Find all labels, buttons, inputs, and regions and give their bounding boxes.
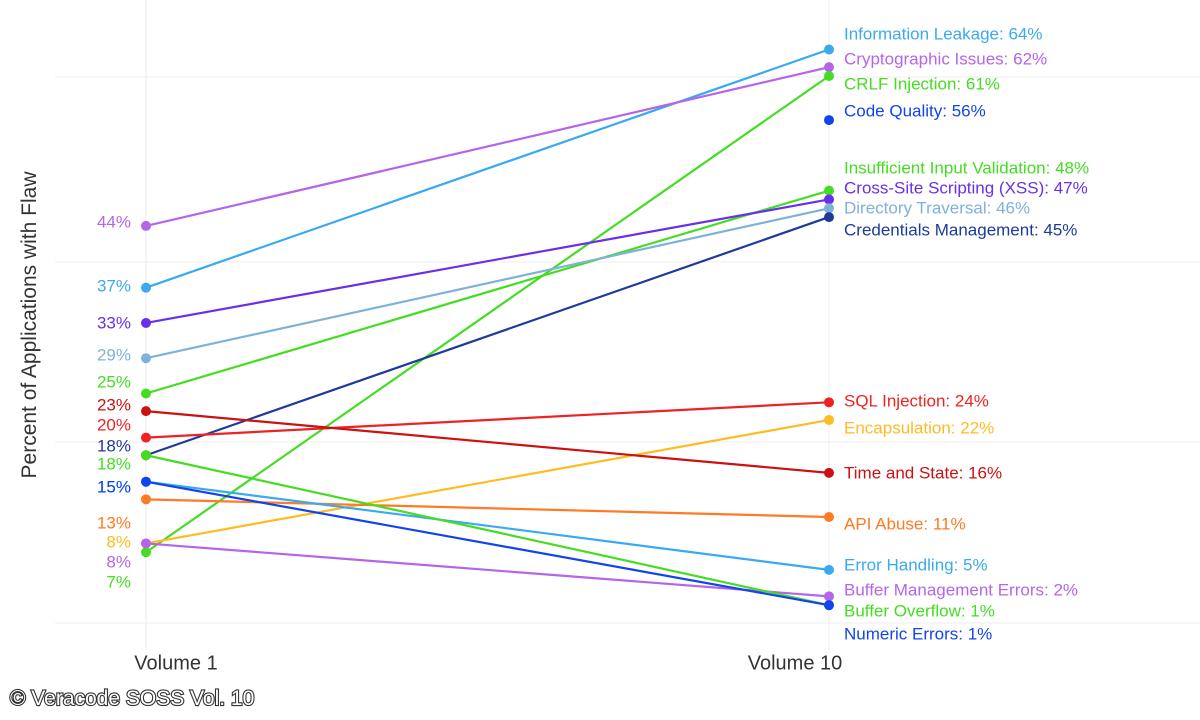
end-label-numeric-errors: Numeric Errors: 1% [844,624,992,643]
point-crlf-injection-volume-10 [824,70,834,81]
point-directory-traversal-volume-10 [824,203,834,214]
series-line-encapsulation [145,418,830,545]
series-line-cross-site-scripting-xss [145,198,830,325]
point-error-handling-volume-10 [824,564,834,575]
start-label-time-and-state: 23% [97,395,131,414]
point-code-quality-volume-10 [824,115,834,126]
point-information-leakage-volume-1 [141,282,151,293]
point-cryptographic-issues-volume-1 [141,220,151,231]
end-label-directory-traversal: Directory Traversal: 46% [844,198,1030,217]
point-buffer-overflow-volume-1 [141,450,151,461]
series-line-sql-injection [145,401,830,439]
start-label-cryptographic-issues: 44% [97,212,131,231]
start-label-directory-traversal: 29% [97,345,131,364]
point-cross-site-scripting-xss-volume-1 [141,317,151,328]
point-encapsulation-volume-10 [824,414,834,425]
end-label-cryptographic-issues: Cryptographic Issues: 62% [844,49,1047,68]
end-label-encapsulation: Encapsulation: 22% [844,418,994,437]
series-line-numeric-errors [145,480,830,607]
start-label-error-handling: 15% [97,477,131,496]
point-buffer-management-errors-volume-1 [141,538,151,549]
series-line-directory-traversal [145,207,830,360]
category-label-volume-1: Volume 1 [134,652,217,674]
start-label-information-leakage: 37% [97,276,131,295]
end-label-crlf-injection: CRLF Injection: 61% [844,74,1000,93]
start-label-api-abuse: 13% [97,513,131,532]
end-label-information-leakage: Information Leakage: 64% [844,24,1042,43]
start-label-cross-site-scripting-xss: 33% [97,313,131,332]
start-label-encapsulation: 8% [106,532,131,551]
point-insufficient-input-validation-volume-10 [824,185,834,196]
series-line-crlf-injection [145,75,830,554]
start-label-insufficient-input-validation: 25% [97,372,131,391]
end-label-code-quality: Code Quality: 56% [844,101,986,120]
start-label-crlf-injection: 7% [106,572,131,591]
category-labels: Volume 1 Volume 10 [134,652,842,674]
series-line-time-and-state [145,410,830,474]
end-label-cross-site-scripting-xss: Cross-Site Scripting (XSS): 47% [844,178,1088,197]
series-line-buffer-overflow [145,454,830,607]
point-time-and-state-volume-1 [141,406,151,417]
point-api-abuse-volume-1 [141,494,151,505]
series-points [141,44,834,611]
point-buffer-management-errors-volume-10 [824,591,834,602]
end-label-error-handling: Error Handling: 5% [844,555,988,574]
point-time-and-state-volume-10 [824,467,834,478]
series-lines [145,48,830,607]
series-line-information-leakage [145,48,830,289]
point-crlf-injection-volume-1 [141,547,151,558]
point-information-leakage-volume-10 [824,44,834,55]
point-insufficient-input-validation-volume-1 [141,388,151,399]
point-sql-injection-volume-1 [141,432,151,443]
point-cryptographic-issues-volume-10 [824,62,834,73]
gridlines [55,0,1200,650]
start-labels: 37%44%7%25%33%29%18%20%8%23%13%15%8%18%1… [97,212,131,591]
point-cross-site-scripting-xss-volume-10 [824,194,834,205]
start-label-sql-injection: 20% [97,415,131,434]
point-sql-injection-volume-10 [824,397,834,408]
start-label-buffer-management-errors: 8% [106,552,131,571]
series-line-buffer-management-errors [145,542,830,598]
series-line-error-handling [145,480,830,571]
end-label-buffer-management-errors: Buffer Management Errors: 2% [844,580,1078,599]
start-label-credentials-management: 18% [97,436,131,455]
series-line-insufficient-input-validation [145,189,830,395]
point-api-abuse-volume-10 [824,511,834,522]
category-label-volume-10: Volume 10 [748,652,843,674]
end-label-insufficient-input-validation: Insufficient Input Validation: 48% [844,158,1089,177]
end-label-buffer-overflow: Buffer Overflow: 1% [844,601,995,620]
end-label-sql-injection: SQL Injection: 24% [844,391,989,410]
end-label-time-and-state: Time and State: 16% [844,463,1002,482]
point-directory-traversal-volume-1 [141,353,151,364]
series-line-credentials-management [145,216,830,457]
point-credentials-management-volume-10 [824,212,834,223]
point-numeric-errors-volume-10 [824,600,834,611]
end-labels: Information Leakage: 64% Cryptographic Is… [844,24,1089,643]
start-label-numeric-errors: 15% [97,477,131,496]
series-line-cryptographic-issues [145,66,830,227]
start-label-buffer-overflow: 18% [97,454,131,473]
series-line-api-abuse [145,498,830,519]
y-axis-label: Percent of Applications with Flaw [18,171,41,479]
end-label-credentials-management: Credentials Management: 45% [844,220,1077,239]
end-label-api-abuse: API Abuse: 11% [844,514,966,533]
point-numeric-errors-volume-1 [141,476,151,487]
credit-text: © Veracode SOSS Vol. 10 [10,687,254,710]
